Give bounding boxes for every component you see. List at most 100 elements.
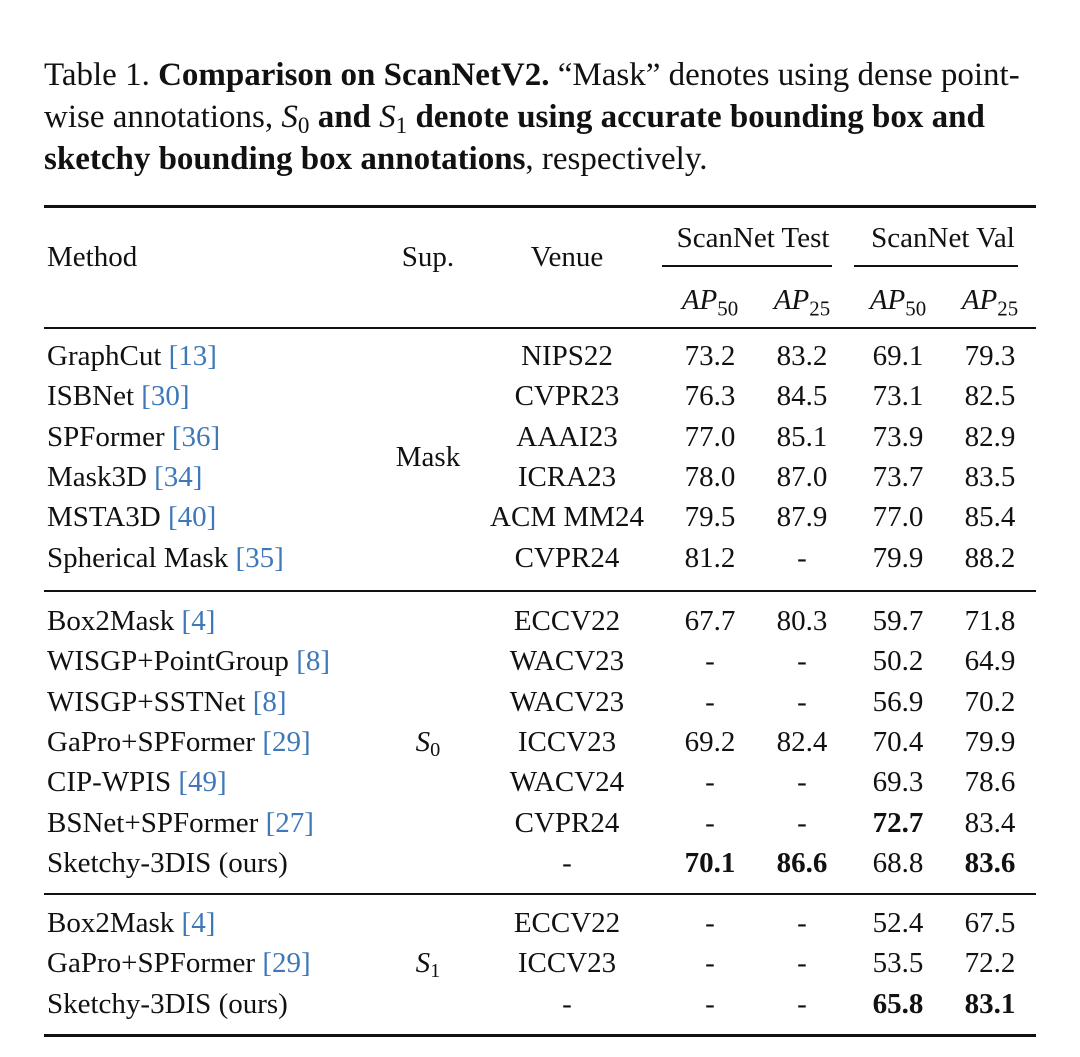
method-name: GaPro+SPFormer xyxy=(47,947,263,980)
table-cell-t25: - xyxy=(797,541,807,574)
table-row-venue: CVPR23 xyxy=(514,380,620,413)
table-cell-t50: - xyxy=(705,987,715,1020)
table-row-venue: ICCV23 xyxy=(517,947,617,980)
table-cell-t25: 87.9 xyxy=(776,501,828,534)
table-cell-t50: 70.1 xyxy=(684,846,736,879)
method-name: CIP-WPIS xyxy=(47,766,179,799)
citation-link[interactable]: [49] xyxy=(178,766,227,799)
table-row-method: MSTA3D [40] xyxy=(47,499,216,535)
method-name: ISBNet xyxy=(47,380,142,413)
table-row-method: ISBNet [30] xyxy=(47,378,190,414)
caption-table-label: Table 1. xyxy=(44,57,150,93)
citation-link[interactable]: [29] xyxy=(262,725,311,758)
table-cell-t50: 78.0 xyxy=(684,460,736,493)
table-row-method: Sketchy-3DIS (ours) xyxy=(47,845,288,881)
table-cell-t50: 79.5 xyxy=(684,501,736,534)
table-cell-t50: 77.0 xyxy=(684,420,736,453)
citation-link[interactable]: [27] xyxy=(265,806,314,839)
header-test-subrule xyxy=(662,265,832,267)
group-supervision-label: S0 xyxy=(415,726,441,762)
caption-s1-symbol: S1 xyxy=(379,99,408,138)
caption-title: Comparison on ScanNetV2. xyxy=(158,57,550,93)
table-cell-v50: 77.0 xyxy=(872,501,924,534)
table-cell-t25: - xyxy=(797,645,807,678)
table-cell-v50: 53.5 xyxy=(872,947,924,980)
table-cell-t50: 81.2 xyxy=(684,541,736,574)
method-name: Mask3D xyxy=(47,460,155,493)
citation-link[interactable]: [8] xyxy=(252,685,287,718)
table-cell-v50: 79.9 xyxy=(872,541,924,574)
table-row-method: Box2Mask [4] xyxy=(47,603,215,639)
header-test-ap25: AP25 xyxy=(773,284,831,321)
table-row-method: SPFormer [36] xyxy=(47,419,220,455)
table-row-venue: - xyxy=(562,987,572,1020)
citation-link[interactable]: [35] xyxy=(235,541,284,574)
citation-link[interactable]: [36] xyxy=(171,420,221,453)
table-row-venue: ECCV22 xyxy=(513,605,621,637)
header-scannet-test: ScanNet Test xyxy=(676,222,830,254)
table-cell-t50: - xyxy=(705,907,715,939)
table-row-method: Box2Mask [4] xyxy=(47,905,215,941)
table-cell-v25: 83.6 xyxy=(964,846,1016,879)
method-name: WISGP+SSTNet xyxy=(47,685,253,718)
table-cell-v50: 69.1 xyxy=(872,340,924,372)
citation-link[interactable]: [40] xyxy=(167,501,217,534)
table-row-venue: ICRA23 xyxy=(517,460,617,493)
table-cell-v50: 73.7 xyxy=(872,460,924,493)
table-cell-v25: 79.3 xyxy=(964,340,1016,372)
table-row-method: GraphCut [13] xyxy=(47,338,217,374)
table-cell-t50: - xyxy=(705,947,715,980)
citation-link[interactable]: [4] xyxy=(181,907,216,939)
table-cell-t50: 76.3 xyxy=(684,380,736,413)
table-cell-v25: 82.5 xyxy=(964,380,1016,413)
header-val-ap25: AP25 xyxy=(961,284,1019,321)
method-name: Sketchy-3DIS (ours) xyxy=(47,846,288,879)
caption-s0-symbol: S0 xyxy=(281,99,310,138)
table-cell-v50: 50.2 xyxy=(872,645,924,678)
table-row-venue: WACV23 xyxy=(509,645,625,678)
table-cell-t50: - xyxy=(705,766,715,799)
table-bottom-rule xyxy=(44,1034,1036,1037)
table-cell-v25: 67.5 xyxy=(964,907,1016,939)
caption-text-1: “Mask” denotes using dense point-wise an… xyxy=(44,57,1020,135)
table-row-venue: ECCV22 xyxy=(513,907,621,939)
citation-link[interactable]: [34] xyxy=(154,460,203,493)
citation-link[interactable]: [13] xyxy=(168,340,217,372)
table-cell-v25: 70.2 xyxy=(964,685,1016,718)
group-supervision-label: Mask xyxy=(395,440,461,473)
header-val-ap50: AP50 xyxy=(869,284,927,321)
table-row-venue: WACV23 xyxy=(509,685,625,718)
table-cell-t25: - xyxy=(797,947,807,980)
header-sup: Sup. xyxy=(401,241,455,273)
table-cell-v25: 71.8 xyxy=(964,605,1016,637)
citation-link[interactable]: [8] xyxy=(296,645,331,678)
table-cell-t25: 86.6 xyxy=(776,846,828,879)
table-cell-t25: 87.0 xyxy=(776,460,828,493)
table-cell-v25: 72.2 xyxy=(964,947,1016,980)
table-cell-v50: 56.9 xyxy=(872,685,924,718)
header-val-subrule xyxy=(854,265,1018,267)
table-cell-t25: 82.4 xyxy=(776,725,828,758)
table-cell-v25: 88.2 xyxy=(964,541,1016,574)
method-name: MSTA3D xyxy=(47,501,168,534)
citation-link[interactable]: [30] xyxy=(141,380,190,413)
table-top-rule xyxy=(44,205,1036,208)
table-row-method: GaPro+SPFormer [29] xyxy=(47,945,311,981)
table-row-venue: AAAI23 xyxy=(516,420,618,453)
table-row-venue: - xyxy=(562,846,572,879)
table-cell-t25: - xyxy=(797,766,807,799)
citation-link[interactable]: [29] xyxy=(262,947,311,980)
table-row-method: GaPro+SPFormer [29] xyxy=(47,724,311,760)
citation-link[interactable]: [4] xyxy=(181,605,216,637)
table-cell-v50: 73.1 xyxy=(872,380,924,413)
table-cell-v25: 64.9 xyxy=(964,645,1016,678)
table-row-venue: ACM MM24 xyxy=(490,501,644,534)
method-name: GraphCut xyxy=(47,340,169,372)
table-cell-t25: 84.5 xyxy=(776,380,828,413)
group-separator-rule xyxy=(44,590,1036,592)
group-supervision-label: S1 xyxy=(415,947,441,983)
method-name: GaPro+SPFormer xyxy=(47,725,263,758)
table-cell-t25: 85.1 xyxy=(776,420,828,453)
method-name: Box2Mask xyxy=(47,907,182,939)
